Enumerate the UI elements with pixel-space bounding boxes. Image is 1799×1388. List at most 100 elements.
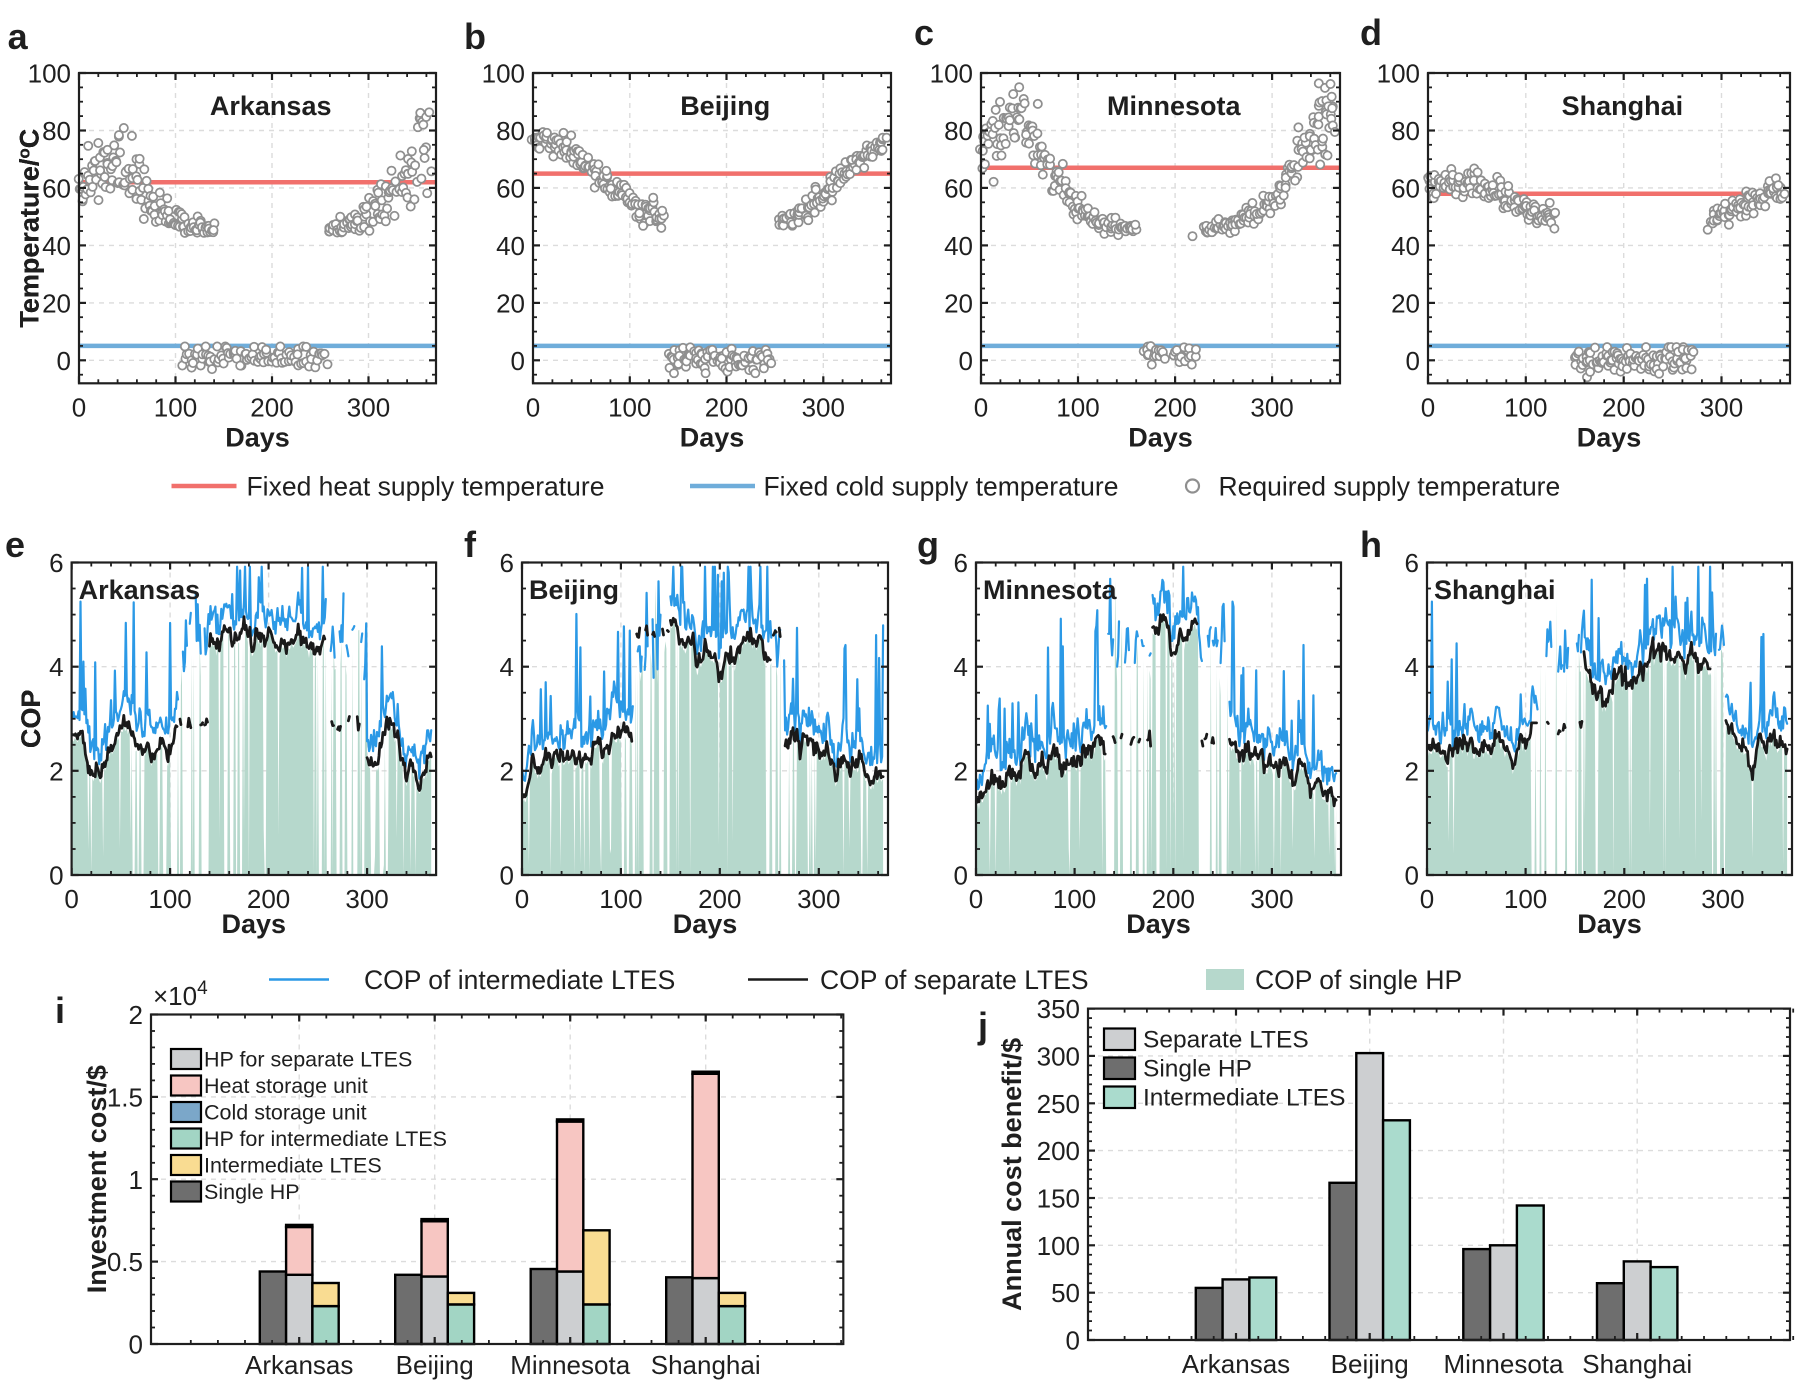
svg-text:e: e xyxy=(5,524,25,565)
svg-text:100: 100 xyxy=(1056,392,1099,422)
svg-text:Fixed cold supply temperature: Fixed cold supply temperature xyxy=(764,472,1119,502)
svg-text:COP: COP xyxy=(16,690,46,749)
svg-text:80: 80 xyxy=(496,116,525,146)
svg-text:60: 60 xyxy=(496,173,525,203)
svg-text:0: 0 xyxy=(72,392,86,422)
svg-text:0: 0 xyxy=(129,1330,143,1360)
svg-text:50: 50 xyxy=(1051,1278,1080,1308)
svg-text:250: 250 xyxy=(1037,1089,1080,1119)
svg-text:Arkansas: Arkansas xyxy=(79,575,201,605)
svg-text:100: 100 xyxy=(608,392,651,422)
svg-text:0: 0 xyxy=(526,392,540,422)
svg-text:0: 0 xyxy=(959,346,973,376)
svg-text:Investment cost/$: Investment cost/$ xyxy=(82,1065,112,1293)
svg-text:Heat storage unit: Heat storage unit xyxy=(204,1074,368,1098)
svg-text:Days: Days xyxy=(1577,909,1642,939)
svg-text:COP of single HP: COP of single HP xyxy=(1255,965,1462,995)
svg-text:2: 2 xyxy=(954,756,968,786)
svg-text:6: 6 xyxy=(1405,548,1419,578)
svg-text:Single HP: Single HP xyxy=(204,1180,300,1204)
svg-text:40: 40 xyxy=(1391,231,1420,261)
svg-text:300: 300 xyxy=(1037,1041,1080,1071)
svg-text:Days: Days xyxy=(673,909,738,939)
svg-text:Minnesota: Minnesota xyxy=(983,575,1117,605)
svg-text:20: 20 xyxy=(944,288,973,318)
svg-text:Arkansas: Arkansas xyxy=(1182,1349,1290,1379)
svg-text:f: f xyxy=(464,524,477,565)
svg-text:100: 100 xyxy=(599,884,642,914)
svg-text:Days: Days xyxy=(1577,423,1642,453)
svg-text:200: 200 xyxy=(705,392,748,422)
svg-text:200: 200 xyxy=(250,392,293,422)
svg-text:Days: Days xyxy=(680,423,745,453)
svg-text:b: b xyxy=(464,16,486,57)
svg-text:40: 40 xyxy=(496,231,525,261)
svg-text:Intermediate LTES: Intermediate LTES xyxy=(1143,1085,1345,1112)
svg-text:HP for separate LTES: HP for separate LTES xyxy=(204,1048,412,1072)
svg-text:HP for intermediate LTES: HP for intermediate LTES xyxy=(204,1127,447,1151)
svg-text:Beijing: Beijing xyxy=(396,1350,474,1380)
svg-text:0: 0 xyxy=(974,392,988,422)
svg-text:h: h xyxy=(1360,524,1382,565)
svg-text:Temperature/oC: Temperature/oC xyxy=(15,129,45,328)
svg-text:2: 2 xyxy=(49,756,63,786)
svg-text:0: 0 xyxy=(64,884,78,914)
svg-text:6: 6 xyxy=(500,548,514,578)
svg-text:100: 100 xyxy=(148,884,191,914)
svg-text:i: i xyxy=(55,990,65,1031)
svg-text:Separate LTES: Separate LTES xyxy=(1143,1027,1309,1054)
svg-text:20: 20 xyxy=(42,288,71,318)
svg-text:0: 0 xyxy=(954,861,968,891)
svg-text:Temperature/oC: Temperature/oC xyxy=(15,129,45,328)
svg-text:Shanghai: Shanghai xyxy=(1434,575,1556,605)
svg-text:20: 20 xyxy=(496,288,525,318)
svg-text:Temperature/oC: Temperature/oC xyxy=(15,129,45,328)
svg-text:2: 2 xyxy=(129,1000,143,1030)
svg-text:80: 80 xyxy=(42,116,71,146)
svg-text:100: 100 xyxy=(930,59,973,89)
svg-text:COP of intermediate LTES: COP of intermediate LTES xyxy=(364,965,675,995)
svg-text:Single HP: Single HP xyxy=(1143,1056,1252,1083)
svg-text:0: 0 xyxy=(1421,392,1435,422)
svg-text:300: 300 xyxy=(1250,884,1293,914)
svg-text:Fixed heat supply temperature: Fixed heat supply temperature xyxy=(247,472,605,502)
svg-text:Minnesota: Minnesota xyxy=(1107,91,1241,121)
svg-text:Annual cost benefit/$: Annual cost benefit/$ xyxy=(997,1038,1027,1311)
svg-text:1: 1 xyxy=(129,1165,143,1195)
svg-text:100: 100 xyxy=(1504,884,1547,914)
svg-text:100: 100 xyxy=(154,392,197,422)
svg-text:COP: COP xyxy=(16,690,46,749)
svg-text:Arkansas: Arkansas xyxy=(245,1350,353,1380)
svg-text:0: 0 xyxy=(1066,1326,1080,1356)
svg-text:Shanghai: Shanghai xyxy=(1582,1349,1692,1379)
svg-text:Days: Days xyxy=(1126,909,1191,939)
svg-text:2: 2 xyxy=(500,756,514,786)
svg-text:80: 80 xyxy=(944,116,973,146)
svg-text:100: 100 xyxy=(1504,392,1547,422)
svg-text:40: 40 xyxy=(42,231,71,261)
svg-text:2: 2 xyxy=(1405,756,1419,786)
svg-text:200: 200 xyxy=(1153,392,1196,422)
svg-text:Required supply temperature: Required supply temperature xyxy=(1219,472,1561,502)
svg-text:1.5: 1.5 xyxy=(107,1082,143,1112)
svg-text:Days: Days xyxy=(222,909,287,939)
svg-text:200: 200 xyxy=(247,884,290,914)
svg-text:Minnesota: Minnesota xyxy=(510,1350,630,1380)
svg-text:60: 60 xyxy=(42,173,71,203)
svg-text:Intermediate LTES: Intermediate LTES xyxy=(204,1154,382,1178)
svg-text:60: 60 xyxy=(1391,173,1420,203)
svg-text:100: 100 xyxy=(1053,884,1096,914)
svg-text:Cold storage unit: Cold storage unit xyxy=(204,1101,367,1125)
svg-text:0: 0 xyxy=(500,861,514,891)
svg-text:×104: ×104 xyxy=(153,978,208,1011)
svg-text:4: 4 xyxy=(49,652,63,682)
svg-text:80: 80 xyxy=(1391,116,1420,146)
svg-text:c: c xyxy=(914,12,934,53)
svg-text:200: 200 xyxy=(1152,884,1195,914)
svg-text:20: 20 xyxy=(1391,288,1420,318)
svg-text:0: 0 xyxy=(1405,861,1419,891)
svg-text:Beijing: Beijing xyxy=(1331,1349,1409,1379)
svg-text:200: 200 xyxy=(1037,1136,1080,1166)
svg-text:300: 300 xyxy=(1700,392,1743,422)
svg-text:300: 300 xyxy=(1701,884,1744,914)
